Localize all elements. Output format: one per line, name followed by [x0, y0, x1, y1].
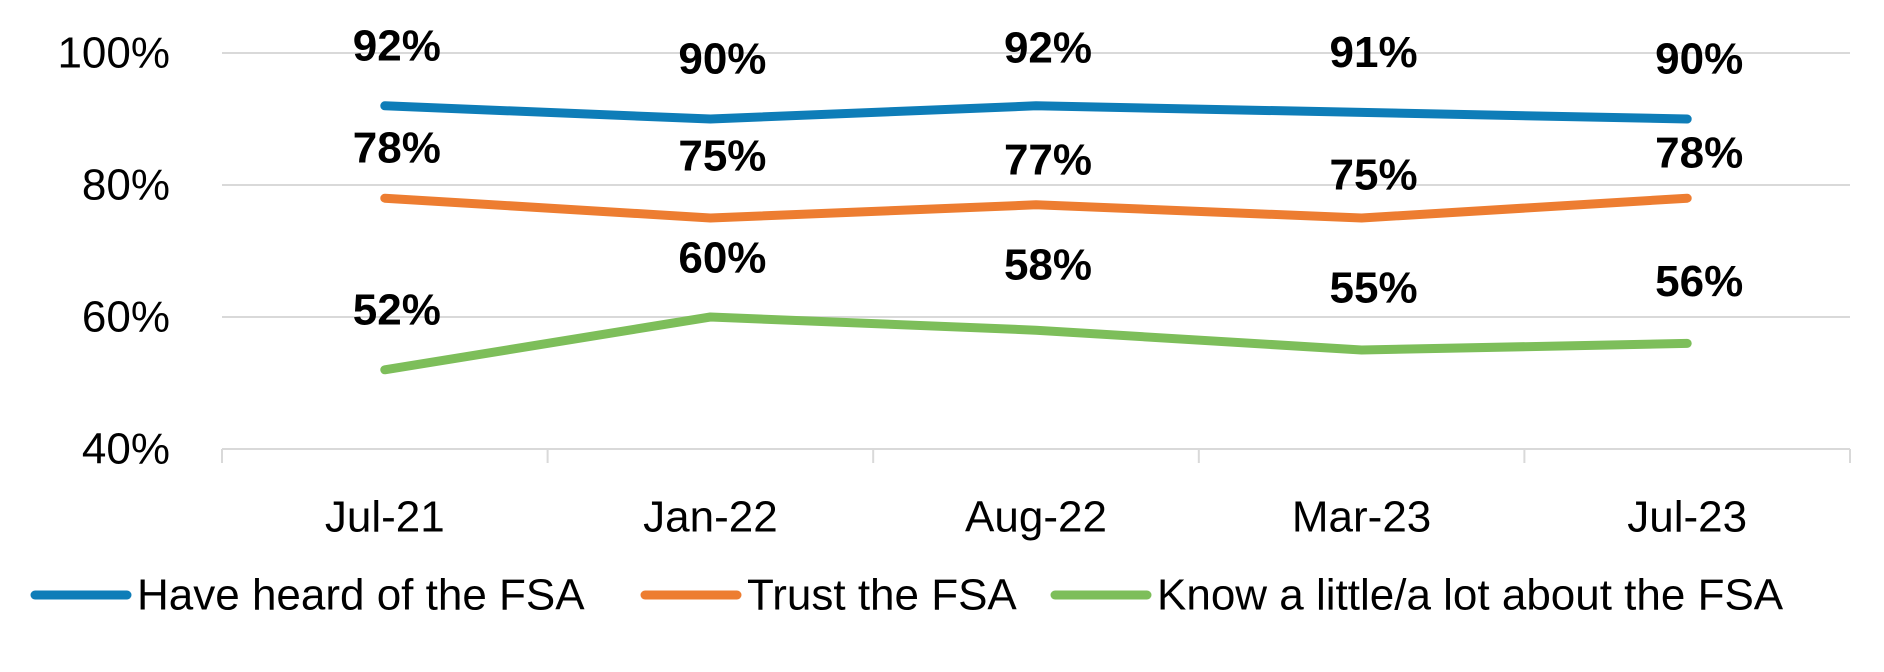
data-label: 56% [1655, 257, 1743, 306]
y-axis-tick-labels: 40% 60% 80% 100% [57, 29, 170, 474]
data-label: 90% [678, 35, 766, 84]
y-tick-label: 40% [82, 425, 170, 474]
x-tick-label: Jul-21 [325, 493, 445, 542]
data-label: 58% [1004, 241, 1092, 290]
legend-label: Know a little/a lot about the FSA [1157, 571, 1784, 620]
legend-label: Trust the FSA [747, 571, 1017, 620]
data-label: 90% [1655, 35, 1743, 84]
gridlines [222, 52, 1850, 318]
y-tick-label: 100% [57, 29, 170, 78]
y-tick-label: 60% [82, 293, 170, 342]
data-labels: 92% 90% 92% 91% 90% 78% 75% 77% 75% 78% 52% 60% 58% 5… [353, 21, 1743, 334]
data-label: 77% [1004, 135, 1092, 184]
data-label: 78% [1655, 129, 1743, 178]
x-tick-label: Jan-22 [643, 493, 778, 542]
legend: Have heard of the FSA Trust the FSA Know a… [30, 571, 1784, 620]
data-label: 75% [1330, 151, 1418, 200]
series-lines [380, 101, 1692, 375]
x-tick-label: Mar-23 [1292, 493, 1431, 542]
x-axis [221, 448, 1851, 463]
x-axis-tick-labels: Jul-21 Jan-22 Aug-22 Mar-23 Jul-23 [325, 493, 1747, 542]
data-label: 91% [1330, 28, 1418, 77]
data-label: 75% [678, 132, 766, 181]
series-line [380, 101, 1692, 124]
series-line [380, 312, 1692, 375]
series-line [380, 193, 1692, 223]
x-tick-label: Jul-23 [1627, 493, 1747, 542]
x-tick-label: Aug-22 [965, 493, 1107, 542]
legend-label: Have heard of the FSA [137, 571, 585, 620]
data-label: 78% [353, 124, 441, 173]
data-label: 55% [1330, 264, 1418, 313]
y-tick-label: 80% [82, 161, 170, 210]
data-label: 52% [353, 285, 441, 334]
data-label: 60% [678, 234, 766, 283]
data-label: 92% [353, 21, 441, 70]
data-label: 92% [1004, 23, 1092, 72]
